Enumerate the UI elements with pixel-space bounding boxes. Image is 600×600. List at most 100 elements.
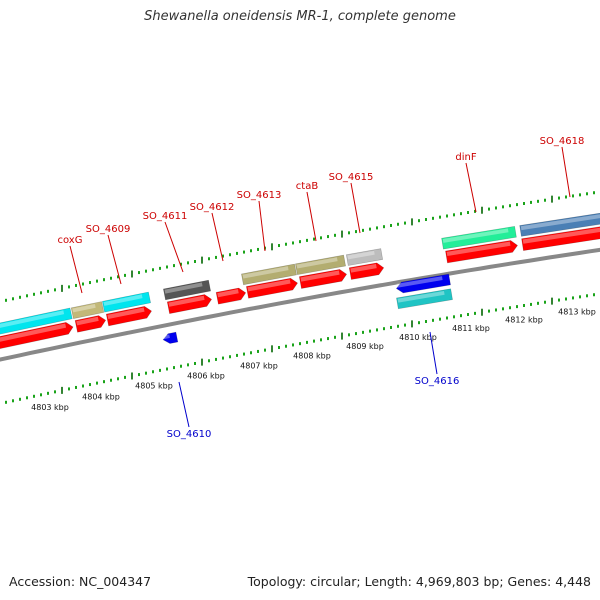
- forward-cds-arrow-shape: [215, 287, 247, 305]
- gene-label: SO_4612: [190, 202, 235, 213]
- forward-cds-arrow: [298, 269, 348, 289]
- map-title: Shewanella oneidensis MR-1, complete gen…: [144, 9, 456, 24]
- forward-cds-arrow-shape: [445, 240, 518, 264]
- forward-cds-arrow-shape: [74, 315, 107, 333]
- feature-block-shape: [102, 291, 151, 313]
- feature-block-shape: [241, 263, 297, 286]
- gene-leader-line: [178, 381, 190, 428]
- gene-leader-line: [258, 200, 266, 252]
- feature-block-shape: [396, 288, 453, 310]
- forward-cds-arrow-shine: [217, 289, 239, 298]
- gene-label: SO_4609: [86, 224, 131, 235]
- forward-cds-arrow-shape: [245, 277, 298, 299]
- gene-leader-line: [164, 221, 184, 273]
- forward-cds-arrow-shine: [350, 264, 377, 273]
- gene-label: SO_4618: [540, 136, 585, 147]
- kbp-label: 4804 kbp: [82, 392, 120, 401]
- gene-label: SO_4610: [167, 429, 212, 440]
- forward-cds-arrow: [521, 226, 600, 251]
- gene-leader-line: [350, 182, 361, 234]
- forward-cds-arrow-shine: [522, 227, 600, 244]
- feature-block: [241, 263, 297, 286]
- feature-block-shape: [163, 279, 211, 301]
- genome-backbone: [0, 247, 600, 362]
- feature-block-shine: [442, 228, 509, 243]
- gene-leader-line: [306, 191, 317, 242]
- reverse-cds-arrow-shape: [162, 331, 179, 344]
- forward-cds-arrow: [166, 294, 213, 314]
- forward-cds-arrow: [74, 315, 107, 333]
- gene-label: SO_4611: [143, 211, 188, 222]
- forward-cds-arrow-shine: [247, 279, 291, 292]
- gene-label: SO_4613: [237, 190, 282, 201]
- gene-label: SO_4616: [415, 376, 460, 387]
- forward-cds-arrow-shape: [348, 262, 385, 280]
- feature-block: [70, 301, 105, 319]
- forward-cds-arrow-shape: [105, 306, 152, 327]
- feature-block-shape: [441, 225, 517, 250]
- inner-tick-track: [5, 293, 595, 404]
- feature-block-shape: [345, 248, 384, 266]
- forward-cds-arrow-shine: [76, 316, 99, 326]
- feature-block-shine: [242, 266, 289, 279]
- feature-block: [519, 211, 600, 237]
- forward-cds-arrow-shine: [446, 241, 511, 257]
- forward-cds-arrow-shape: [166, 294, 213, 314]
- forward-cds-arrow-shine: [107, 307, 145, 319]
- kbp-label: 4809 kbp: [346, 342, 384, 351]
- forward-cds-arrow: [445, 240, 518, 264]
- gene-label: coxG: [58, 235, 83, 246]
- forward-cds-arrow: [0, 322, 74, 351]
- feature-block-shine: [347, 250, 375, 260]
- gene-leader-line: [465, 162, 477, 213]
- kbp-label: 4805 kbp: [135, 382, 173, 391]
- feature-block-shine: [0, 310, 65, 330]
- kbp-label: 4810 kbp: [399, 333, 437, 342]
- forward-cds-arrow-shape: [521, 226, 600, 251]
- gene-leader-line: [429, 331, 438, 375]
- gene-label: dinF: [455, 152, 476, 163]
- feature-block-shape: [295, 254, 346, 276]
- feature-block: [0, 307, 73, 337]
- reverse-cds-arrow: [395, 273, 451, 294]
- feature-block-shape: [519, 211, 600, 237]
- feature-block-shape: [0, 307, 73, 337]
- genome-summary-label: Topology: circular; Length: 4,969,803 bp…: [247, 574, 591, 589]
- feature-block-shine: [520, 213, 600, 231]
- feature-block: [441, 225, 517, 250]
- reverse-cds-arrow: [162, 331, 179, 344]
- feature-block: [295, 254, 346, 276]
- forward-cds-arrow-shine: [168, 295, 205, 307]
- kbp-label: 4807 kbp: [240, 361, 278, 370]
- reverse-cds-arrow-shape: [395, 273, 451, 294]
- kbp-label: 4803 kbp: [31, 403, 69, 412]
- gene-label: SO_4615: [329, 172, 374, 183]
- feature-block: [102, 291, 151, 313]
- gene-label: ctaB: [296, 181, 319, 192]
- kbp-label: 4811 kbp: [452, 324, 490, 333]
- feature-block-shape: [70, 301, 105, 319]
- kbp-label: 4813 kbp: [558, 307, 596, 316]
- gene-leader-line: [69, 245, 83, 294]
- forward-cds-arrow: [245, 277, 298, 299]
- forward-cds-arrow-shine: [300, 270, 340, 282]
- kbp-label: 4808 kbp: [293, 352, 331, 361]
- feature-block-shine: [103, 294, 143, 306]
- feature-block-shine: [72, 303, 96, 313]
- reverse-cds-arrow-shine: [163, 334, 170, 340]
- feature-block-shine: [397, 290, 445, 303]
- accession-label: Accession: NC_004347: [9, 574, 152, 589]
- forward-cds-arrow: [215, 287, 247, 305]
- forward-cds-arrow-shine: [0, 323, 67, 344]
- feature-block: [345, 248, 384, 266]
- gene-leader-line: [107, 234, 122, 285]
- feature-block: [163, 279, 211, 301]
- gene-leader-line: [211, 212, 224, 262]
- kbp-label: 4812 kbp: [505, 316, 543, 325]
- gene-leader-line: [561, 146, 571, 198]
- feature-block: [396, 288, 453, 310]
- feature-block-shine: [296, 257, 338, 269]
- forward-cds-arrow: [348, 262, 385, 280]
